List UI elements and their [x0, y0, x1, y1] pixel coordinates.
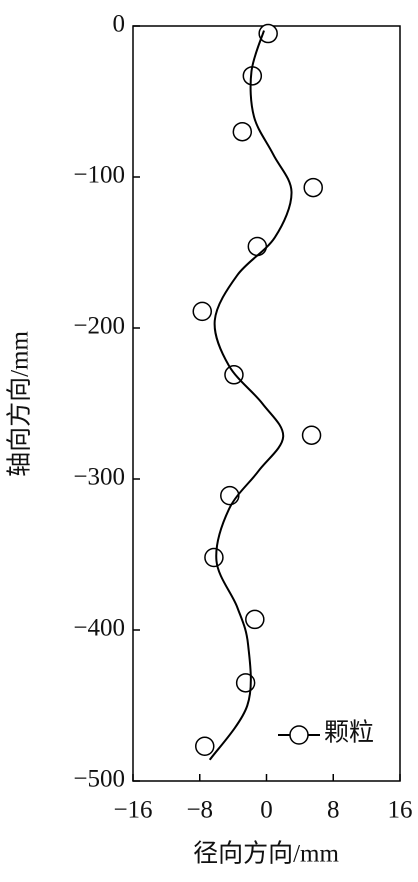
x-tick-label: −16: [113, 797, 152, 824]
point: [303, 177, 323, 198]
point: [195, 736, 215, 757]
x-tick-label: 8: [327, 797, 340, 824]
x-axis-title: 径向方向/mm: [193, 840, 339, 868]
legend-label: 颗粒: [324, 719, 374, 747]
x-tick-label: −8: [186, 797, 213, 824]
point: [204, 547, 224, 568]
point: [235, 673, 256, 693]
point: [247, 236, 268, 257]
point: [232, 121, 253, 142]
y-tick-label: −100: [73, 162, 125, 189]
x-tick-label: 0: [260, 797, 273, 824]
point: [220, 485, 240, 506]
curve: [208, 30, 293, 761]
point: [192, 301, 213, 322]
legend-marker: [289, 725, 309, 745]
y-tick-label: −200: [73, 313, 125, 340]
y-tick-label: −400: [73, 615, 125, 642]
y-axis-title: 轴向方向/mm: [6, 331, 34, 477]
y-tick-label: −300: [73, 464, 125, 491]
plot-frame: [132, 25, 401, 782]
point: [301, 425, 322, 445]
y-tick-label: −500: [73, 766, 125, 793]
point: [258, 23, 278, 44]
x-tick-label: 16: [388, 797, 413, 824]
y-tick-label: 0: [113, 11, 126, 38]
point: [245, 609, 265, 630]
